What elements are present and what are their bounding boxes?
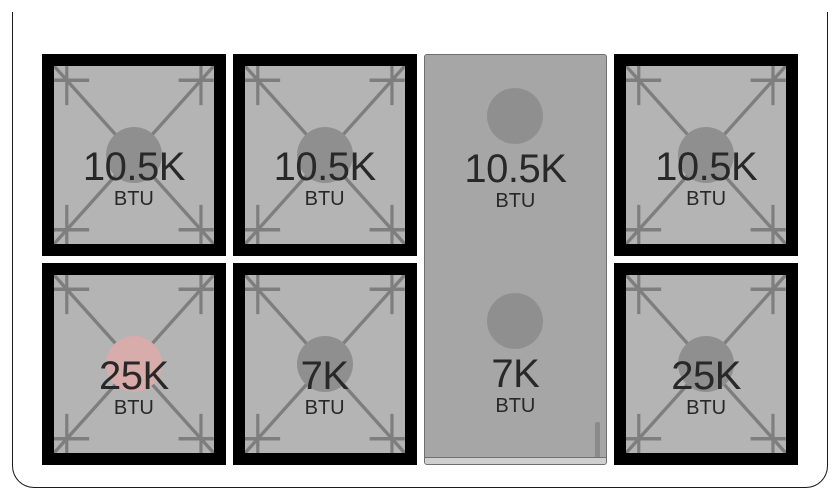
btu-unit: BTU <box>425 396 607 416</box>
burner-cap-icon <box>106 336 162 392</box>
burner-grate <box>626 66 786 244</box>
griddle-top: 10.5K BTU <box>425 55 607 260</box>
griddle-front-lip <box>424 457 608 465</box>
burner-grate <box>245 275 405 453</box>
burner-bottom-left: 25K BTU <box>42 263 226 465</box>
burner-grate <box>54 275 214 453</box>
burner-grate <box>245 66 405 244</box>
burner-label: 10.5K BTU <box>425 149 607 211</box>
burner-top-mid: 10.5K BTU <box>233 54 417 256</box>
burner-top-right: 10.5K BTU <box>614 54 798 256</box>
griddle-handle-icon <box>595 422 600 458</box>
burner-cap-icon <box>487 88 543 144</box>
burner-cap-icon <box>106 127 162 183</box>
burner-top-left: 10.5K BTU <box>42 54 226 256</box>
burner-cap-icon <box>297 336 353 392</box>
burner-cap-icon <box>297 127 353 183</box>
btu-unit: BTU <box>425 191 607 211</box>
btu-value: 7K <box>425 354 607 394</box>
burner-bottom-mid: 7K BTU <box>233 263 417 465</box>
btu-value: 10.5K <box>425 149 607 189</box>
burner-bottom-right: 25K BTU <box>614 263 798 465</box>
stovetop-diagram: 10.5K BTU 10.5K BTU <box>12 12 828 488</box>
burner-grid: 10.5K BTU 10.5K BTU <box>42 54 798 465</box>
burner-cap-icon <box>678 127 734 183</box>
burner-grate <box>626 275 786 453</box>
burner-cap-icon <box>487 293 543 349</box>
griddle-plate: 10.5K BTU 7K BTU <box>424 54 608 465</box>
burner-label: 7K BTU <box>425 354 607 416</box>
burner-cap-icon <box>678 336 734 392</box>
griddle-bottom: 7K BTU <box>425 260 607 465</box>
burner-grate <box>54 66 214 244</box>
backsplash-gap <box>13 12 827 52</box>
